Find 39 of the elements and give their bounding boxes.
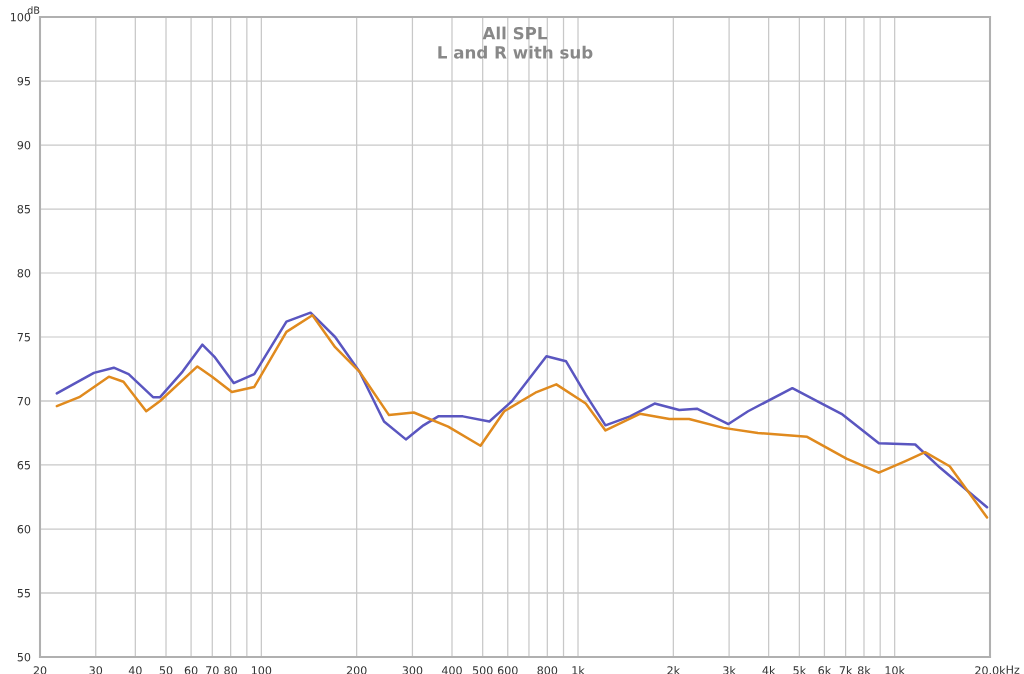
x-tick-label: 60 xyxy=(184,666,198,674)
x-tick-label: 1k xyxy=(572,666,585,674)
y-tick-label: 95 xyxy=(17,76,30,86)
x-tick-label: 3k xyxy=(723,666,736,674)
y-tick-label: 65 xyxy=(17,460,30,470)
text: L and R with sub xyxy=(438,45,593,59)
y-tick-label: 75 xyxy=(17,333,30,342)
x-tick-label: 70 xyxy=(206,666,219,674)
y-tick-label: 85 xyxy=(17,204,30,214)
x-tick-label: 5k xyxy=(793,666,807,674)
y-axis-title: dB xyxy=(27,6,40,14)
x-tick-label: 50 xyxy=(159,666,173,674)
y-tick-label: 90 xyxy=(17,140,31,150)
x-tick-label: 30 xyxy=(89,666,103,674)
x-tick-label: 600 xyxy=(497,666,518,674)
y-tick-label: 70 xyxy=(17,396,31,406)
x-tick-label: 40 xyxy=(128,666,142,674)
x-tick-label: 8k xyxy=(857,666,871,674)
x-tick-label: 500 xyxy=(472,666,493,674)
x-tick-label: 10k xyxy=(885,666,905,674)
x-tick-label: 4k xyxy=(762,666,776,674)
x-tick-label: 6k xyxy=(818,666,832,674)
x-axis-title: Hz xyxy=(1006,665,1020,674)
y-tick-label: 50 xyxy=(17,652,31,662)
x-tick-label: 20 xyxy=(33,666,47,674)
x-tick-label: 800 xyxy=(537,666,558,674)
x-tick-label: 2k xyxy=(667,666,681,674)
x-tick-label: 7k xyxy=(839,666,853,674)
x-tick-label: 80 xyxy=(224,666,237,674)
x-tick-label: 300 xyxy=(402,666,423,674)
x-tick-label: 400 xyxy=(441,666,462,674)
y-tick-label: 100 xyxy=(10,12,31,22)
y-tick-label: 60 xyxy=(17,524,31,534)
x-tick-label: 200 xyxy=(346,666,367,674)
y-tick-label: 55 xyxy=(17,589,30,598)
chart-title: All SPL xyxy=(482,26,548,40)
y-tick-label: 80 xyxy=(17,268,31,278)
x-tick-label: 100 xyxy=(251,666,272,674)
x-tick-label: 20.0k xyxy=(975,666,1006,674)
